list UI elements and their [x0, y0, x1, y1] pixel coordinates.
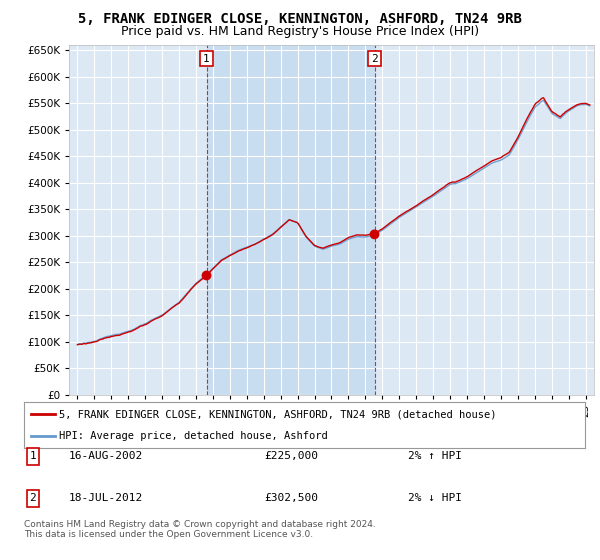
Text: 16-AUG-2002: 16-AUG-2002 — [69, 451, 143, 461]
Text: 2: 2 — [29, 493, 37, 503]
Text: 1: 1 — [203, 54, 210, 63]
Text: £225,000: £225,000 — [264, 451, 318, 461]
Point — [370, 230, 379, 239]
Text: Price paid vs. HM Land Registry's House Price Index (HPI): Price paid vs. HM Land Registry's House … — [121, 25, 479, 38]
Bar — [206, 45, 374, 395]
Text: 18-JUL-2012: 18-JUL-2012 — [69, 493, 143, 503]
Point — [202, 271, 211, 280]
Text: 2% ↑ HPI: 2% ↑ HPI — [408, 451, 462, 461]
Text: 1: 1 — [29, 451, 37, 461]
Text: 5, FRANK EDINGER CLOSE, KENNINGTON, ASHFORD, TN24 9RB: 5, FRANK EDINGER CLOSE, KENNINGTON, ASHF… — [78, 12, 522, 26]
Text: 2% ↓ HPI: 2% ↓ HPI — [408, 493, 462, 503]
Text: Contains HM Land Registry data © Crown copyright and database right 2024.
This d: Contains HM Land Registry data © Crown c… — [24, 520, 376, 539]
Text: £302,500: £302,500 — [264, 493, 318, 503]
Text: HPI: Average price, detached house, Ashford: HPI: Average price, detached house, Ashf… — [59, 431, 328, 441]
Text: 2: 2 — [371, 54, 378, 63]
Text: 5, FRANK EDINGER CLOSE, KENNINGTON, ASHFORD, TN24 9RB (detached house): 5, FRANK EDINGER CLOSE, KENNINGTON, ASHF… — [59, 409, 496, 419]
